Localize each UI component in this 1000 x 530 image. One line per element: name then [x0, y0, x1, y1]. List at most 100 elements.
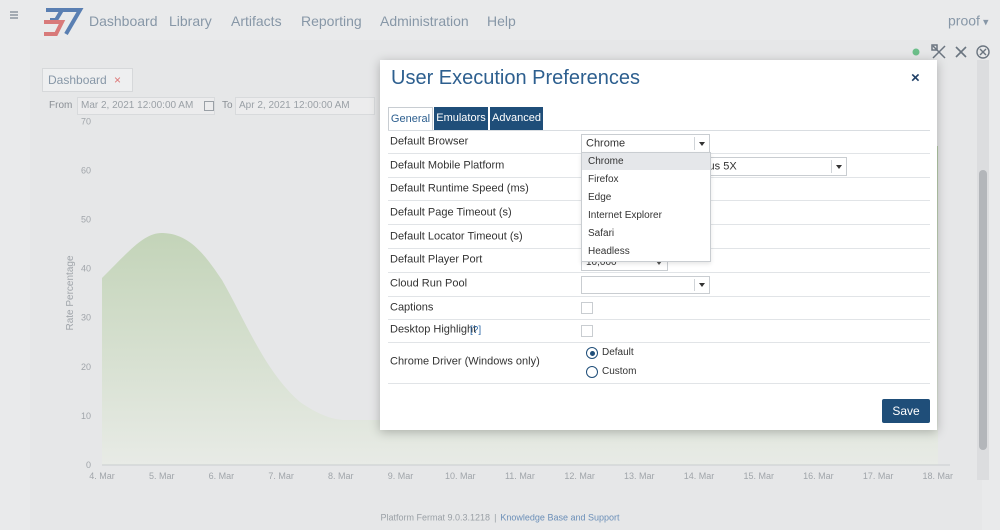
from-input[interactable] — [77, 97, 215, 115]
logo — [44, 8, 84, 36]
y-tick-label: 70 — [81, 116, 91, 126]
input-value: 10,000 — [586, 257, 617, 268]
x-tick-label: 15. Mar — [743, 471, 774, 481]
x-tick-label: 17. Mar — [863, 471, 894, 481]
modal-title: User Execution Preferences — [391, 67, 641, 89]
row-border — [388, 342, 930, 343]
row-label: Default Runtime Speed (ms) — [390, 182, 529, 195]
dropdown-option[interactable]: Chrome — [588, 155, 624, 167]
footer: Platform Fermat 9.0.3.1218 | Knowledge Bas… — [0, 512, 1000, 523]
help-link[interactable]: [?] — [470, 325, 482, 336]
status-dot — [912, 48, 920, 56]
x-tick-label: 8. Mar — [328, 471, 354, 481]
x-tick-label: 9. Mar — [388, 471, 414, 481]
y-tick-label: 60 — [81, 165, 91, 175]
radio[interactable] — [586, 366, 598, 378]
y-tick-label: 0 — [86, 460, 91, 470]
user-menu[interactable]: proof ▾ — [948, 12, 989, 29]
spinner[interactable] — [656, 261, 662, 265]
footer-link[interactable]: Knowledge Base and Support — [500, 512, 620, 523]
nav-item[interactable]: Artifacts — [231, 13, 282, 29]
row-label: Captions — [390, 301, 434, 314]
select-value: Chrome — [586, 137, 626, 150]
y-tick-label: 30 — [81, 313, 91, 323]
x-tick-label: 5. Mar — [149, 471, 175, 481]
nav-item[interactable]: Reporting — [301, 13, 362, 29]
to-value: Apr 2, 2021 12:00:00 AM — [239, 100, 350, 111]
y-tick-label: 10 — [81, 411, 91, 421]
y-tick-label: 50 — [81, 215, 91, 225]
select-divider — [694, 279, 695, 291]
nav-item[interactable]: Help — [487, 13, 516, 29]
dropdown-option[interactable]: Internet Explorer — [588, 209, 662, 221]
area-fill — [102, 146, 938, 465]
select[interactable] — [581, 276, 710, 294]
select-caret — [699, 141, 705, 146]
x-tick-label: 4. Mar — [89, 471, 115, 481]
x-tick-label: 7. Mar — [268, 471, 294, 481]
x-tick-label: 14. Mar — [684, 471, 715, 481]
row-label: Desktop Highlight — [390, 323, 477, 336]
dropdown-option[interactable]: Safari — [588, 227, 615, 239]
row-border — [388, 296, 930, 297]
modal-tab[interactable]: Advanced — [490, 107, 543, 130]
select-caret — [699, 283, 705, 287]
from-value: Mar 2, 2021 12:00:00 AM — [81, 100, 194, 111]
x-tick-label: 18. Mar — [923, 471, 954, 481]
modal-tab[interactable]: Emulators — [434, 107, 488, 130]
radio-label[interactable]: Default — [602, 347, 634, 358]
dropdown-option[interactable]: Edge — [588, 191, 612, 203]
x-tick-label: 13. Mar — [624, 471, 655, 481]
modal-tab[interactable]: General — [388, 107, 433, 130]
y-tick-label: 20 — [81, 362, 91, 372]
row-label: Cloud Run Pool — [390, 277, 468, 290]
x-tick-label: 12. Mar — [564, 471, 595, 481]
x-tick-label: 6. Mar — [209, 471, 235, 481]
from-label: From — [49, 100, 73, 111]
close-icon[interactable] — [955, 46, 967, 58]
modal-close[interactable]: × — [911, 69, 920, 87]
calendar-icon[interactable] — [204, 101, 214, 111]
nav-item[interactable]: Administration — [380, 13, 469, 29]
tab-close[interactable]: × — [114, 73, 122, 87]
x-tick-label: 10. Mar — [445, 471, 476, 481]
dropdown-option[interactable]: Headless — [588, 245, 630, 257]
row-label: Default Mobile Platform — [390, 159, 505, 172]
select-divider — [694, 137, 695, 150]
dropdown — [581, 152, 711, 262]
row-border — [388, 383, 930, 384]
option-highlight — [582, 153, 710, 170]
menu-icon — [10, 11, 18, 19]
to-input[interactable] — [235, 97, 375, 115]
tools-icon[interactable] — [931, 44, 946, 59]
row-label: Default Player Port — [390, 253, 483, 266]
save-button[interactable]: Save — [882, 399, 930, 423]
x-tick-label: 11. Mar — [505, 471, 535, 481]
scrollbar-thumb[interactable] — [979, 170, 987, 450]
row-label: Default Locator Timeout (s) — [390, 230, 523, 243]
select-value: Nexus 5X — [689, 160, 737, 173]
close-circle-icon[interactable] — [976, 45, 990, 59]
caret: ▾ — [979, 16, 989, 29]
tab-label[interactable]: Dashboard — [48, 73, 107, 87]
footer-text: | — [494, 512, 497, 523]
select-caret — [836, 164, 842, 169]
select-divider — [831, 160, 832, 173]
nav-item[interactable]: Dashboard — [89, 13, 158, 29]
x-tick-label: 16. Mar — [803, 471, 834, 481]
nav-item[interactable]: Library — [169, 13, 212, 29]
y-axis-title: Rate Percentage — [65, 255, 76, 330]
row-border — [388, 319, 930, 320]
footer-text: Platform Fermat 9.0.3.1218 — [380, 512, 491, 523]
radio-label[interactable]: Custom — [602, 366, 637, 377]
checkbox[interactable] — [581, 325, 593, 337]
y-tick-label: 40 — [81, 264, 91, 274]
row-border — [388, 130, 930, 131]
dropdown-option[interactable]: Firefox — [588, 173, 619, 185]
checkbox[interactable] — [581, 302, 593, 314]
row-label: Chrome Driver (Windows only) — [390, 355, 540, 368]
tab[interactable] — [42, 68, 133, 92]
